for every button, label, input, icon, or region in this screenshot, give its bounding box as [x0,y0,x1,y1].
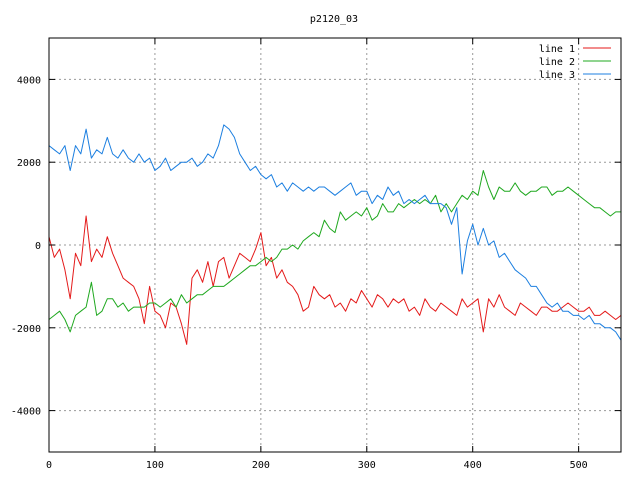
legend-label-3: line 3 [539,70,575,81]
y-tick-label: 2000 [17,158,41,169]
x-tick-label: 300 [358,460,376,471]
series-line-3 [48,124,622,341]
x-tick-label: 100 [146,460,164,471]
legend-label-1: line 1 [539,44,575,55]
x-tick-label: 200 [252,460,270,471]
chart-title: p2120_03 [310,14,358,25]
y-tick-label: -4000 [11,407,41,418]
x-tick-label: 500 [570,460,588,471]
series-layer [48,124,622,345]
legend: line 1 line 2 line 3 [539,44,611,81]
y-tick-label: -2000 [11,324,41,335]
x-tick-label: 400 [464,460,482,471]
y-tick-label: 0 [35,241,41,252]
series-line-1 [48,215,622,345]
grid-lines [49,38,621,452]
axis-ticks: 0 100 200 300 400 500 -4000 -2000 0 2000 4000 [11,38,621,471]
x-tick-label: 0 [46,460,52,471]
y-tick-label: 4000 [17,75,41,86]
series-line-2 [48,170,621,333]
legend-label-2: line 2 [539,57,575,68]
